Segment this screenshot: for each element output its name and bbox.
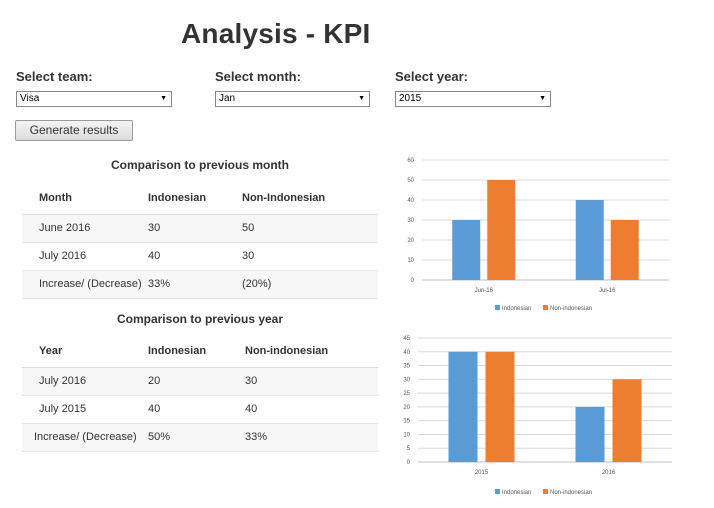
- table-cell: July 2015: [22, 395, 148, 424]
- legend-swatch: [543, 305, 548, 310]
- table-cell: 20: [148, 367, 245, 396]
- x-tick-label: Jun-16: [475, 288, 494, 294]
- table-header-row: Year Indonesian Non-indonesian: [22, 335, 378, 368]
- table-cell: 30: [245, 367, 378, 396]
- column-header: Non-indonesian: [245, 335, 378, 368]
- month-select-value: Jan: [219, 93, 236, 104]
- table-row: July 2015 40 40: [22, 395, 378, 424]
- y-tick-label: 20: [403, 405, 410, 411]
- y-tick-label: 40: [403, 350, 410, 356]
- generate-results-button[interactable]: Generate results: [15, 120, 133, 141]
- table-cell: 30: [148, 214, 242, 243]
- year-select[interactable]: 2015 ▼: [395, 91, 551, 107]
- table-cell: Increase/ (Decrease): [22, 270, 148, 299]
- bar-indonesian: [448, 351, 478, 462]
- y-tick-label: 60: [407, 158, 414, 164]
- y-tick-label: 5: [407, 446, 411, 452]
- year-label: Select year:: [395, 69, 468, 84]
- legend-swatch: [495, 305, 500, 310]
- y-tick-label: 40: [407, 198, 414, 204]
- legend-swatch: [543, 489, 548, 494]
- chevron-down-icon: ▼: [539, 95, 546, 102]
- y-tick-label: 25: [403, 391, 410, 397]
- table-cell: 33%: [148, 270, 242, 299]
- table-header-row: Month Indonesian Non-Indonesian: [22, 182, 378, 215]
- year-select-value: 2015: [399, 93, 422, 104]
- table-cell: July 2016: [22, 367, 148, 396]
- chevron-down-icon: ▼: [160, 95, 167, 102]
- team-select-value: Visa: [20, 93, 40, 104]
- x-tick-label: 2016: [602, 470, 616, 476]
- bar-indonesian: [452, 220, 481, 280]
- bar-indonesian: [575, 200, 604, 280]
- column-header: Month: [22, 182, 148, 215]
- y-tick-label: 35: [403, 364, 410, 370]
- team-select[interactable]: Visa ▼: [16, 91, 172, 107]
- table-cell: 50%: [148, 423, 245, 452]
- year-comparison-table: Year Indonesian Non-indonesian July 2016…: [22, 335, 378, 452]
- team-label: Select team:: [16, 69, 93, 84]
- y-tick-label: 30: [403, 377, 410, 383]
- table-row: Increase/ (Decrease) 50% 33%: [22, 423, 378, 452]
- legend-label: Non-indonesian: [550, 490, 592, 496]
- x-tick-label: Jul-16: [599, 288, 616, 294]
- y-tick-label: 15: [403, 419, 410, 425]
- page-title: Analysis - KPI: [181, 18, 371, 49]
- table-row: Increase/ (Decrease) 33% (20%): [22, 270, 378, 299]
- bar-non-indonesian: [612, 379, 642, 462]
- y-tick-label: 45: [403, 336, 410, 342]
- column-header: Year: [22, 335, 148, 368]
- y-tick-label: 10: [407, 258, 414, 264]
- legend-swatch: [495, 489, 500, 494]
- chevron-down-icon: ▼: [358, 95, 365, 102]
- y-tick-label: 10: [403, 432, 410, 438]
- y-tick-label: 0: [407, 460, 411, 466]
- table-row: July 2016 20 30: [22, 367, 378, 396]
- x-tick-label: 2015: [475, 470, 489, 476]
- bar-indonesian: [575, 406, 605, 462]
- legend-label: Indonesian: [502, 306, 531, 312]
- bar-non-indonesian: [610, 220, 639, 280]
- y-tick-label: 50: [407, 178, 414, 184]
- month-table-title: Comparison to previous month: [110, 158, 289, 172]
- month-select[interactable]: Jan ▼: [215, 91, 370, 107]
- table-cell: 40: [245, 395, 378, 424]
- table-cell: July 2016: [22, 242, 148, 271]
- column-header: Indonesian: [148, 335, 245, 368]
- bar-non-indonesian: [485, 351, 515, 462]
- legend-label: Non-indonesian: [550, 306, 592, 312]
- table-cell: (20%): [242, 270, 378, 299]
- y-tick-label: 20: [407, 238, 414, 244]
- table-cell: June 2016: [22, 214, 148, 243]
- month-label: Select month:: [215, 69, 301, 84]
- month-comparison-table: Month Indonesian Non-Indonesian June 201…: [22, 182, 378, 299]
- table-cell: 50: [242, 214, 378, 243]
- table-row: July 2016 40 30: [22, 242, 378, 271]
- bar-non-indonesian: [487, 180, 516, 280]
- table-row: June 2016 30 50: [22, 214, 378, 243]
- table-cell: 30: [242, 242, 378, 271]
- month-comparison-chart: 0 10 20 30 40 50 60 Jun-16 Jul-16 Indonesian Non-i…: [407, 158, 669, 312]
- column-header: Non-Indonesian: [242, 182, 378, 215]
- table-cell: 33%: [245, 423, 378, 452]
- table-cell: Increase/ (Decrease): [22, 423, 148, 452]
- year-table-title: Comparison to previous year: [116, 312, 284, 326]
- y-tick-label: 30: [407, 218, 414, 224]
- year-comparison-chart: 0 5 10 15 20 25 30 35 40 45 2015 2016 Indonesian Non-…: [403, 336, 672, 496]
- legend-label: Indonesian: [502, 490, 531, 496]
- y-tick-label: 0: [411, 278, 415, 284]
- column-header: Indonesian: [148, 182, 242, 215]
- table-cell: 40: [148, 395, 245, 424]
- table-cell: 40: [148, 242, 242, 271]
